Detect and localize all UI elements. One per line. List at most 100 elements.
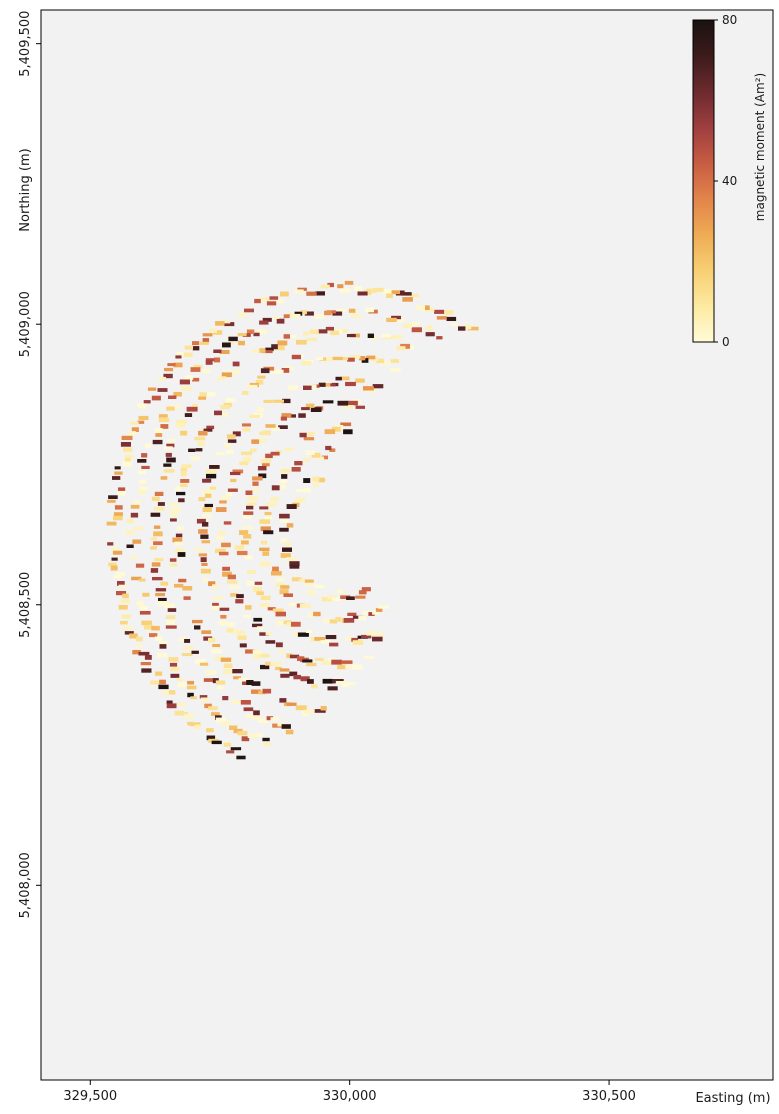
data-point (282, 547, 292, 552)
data-point (279, 513, 290, 519)
data-point (302, 458, 310, 462)
data-point (204, 703, 212, 709)
data-point (180, 468, 188, 472)
data-point (265, 453, 273, 459)
data-point (219, 551, 229, 556)
data-point (236, 550, 248, 556)
data-point (346, 334, 356, 338)
data-point (158, 417, 170, 423)
data-point (358, 590, 367, 595)
data-point (262, 737, 270, 742)
data-point (197, 441, 205, 447)
data-point (189, 722, 201, 727)
data-point (358, 356, 366, 361)
data-point (131, 427, 139, 432)
data-point (391, 315, 401, 320)
data-point (124, 631, 134, 635)
data-point (366, 288, 377, 293)
data-point (229, 725, 238, 730)
data-point (341, 660, 353, 664)
data-point (251, 681, 261, 686)
data-point (401, 292, 412, 296)
data-point (165, 625, 177, 629)
data-point (242, 427, 251, 432)
data-point (180, 386, 192, 391)
data-point (345, 381, 356, 387)
data-point (291, 621, 301, 627)
data-point (253, 332, 260, 337)
data-point (209, 486, 217, 490)
data-point (357, 291, 368, 296)
data-point (157, 653, 168, 658)
data-point (252, 587, 262, 592)
data-point (120, 599, 131, 604)
data-point (111, 557, 118, 561)
data-point (230, 593, 239, 597)
data-point (344, 682, 356, 686)
data-point (166, 457, 176, 463)
data-point (458, 326, 466, 331)
data-point (259, 348, 266, 353)
data-point (246, 680, 254, 685)
data-point (376, 358, 385, 364)
data-point (202, 333, 213, 337)
data-point (262, 463, 270, 467)
data-point (280, 553, 291, 558)
data-point (169, 558, 177, 562)
data-point (322, 660, 333, 665)
data-point (158, 597, 167, 603)
data-point (158, 414, 168, 418)
data-point (307, 612, 317, 618)
data-point (355, 378, 365, 383)
data-point (174, 710, 185, 716)
data-point (336, 328, 348, 333)
data-point (184, 639, 191, 643)
data-point (355, 405, 365, 409)
data-point (215, 717, 226, 723)
data-point (286, 702, 297, 706)
data-point (294, 461, 303, 466)
data-point (325, 635, 337, 640)
data-point (214, 357, 221, 363)
data-point (212, 584, 219, 590)
data-point (283, 314, 290, 319)
data-point (151, 395, 161, 401)
data-point (289, 561, 300, 567)
data-point (124, 457, 131, 463)
data-point (225, 449, 234, 454)
data-point (284, 447, 294, 451)
data-point (205, 493, 212, 498)
data-point (246, 505, 254, 510)
data-point (291, 577, 302, 582)
data-point (236, 755, 246, 760)
data-point (396, 346, 406, 351)
data-point (142, 592, 150, 597)
data-point (372, 384, 384, 389)
data-point (167, 363, 176, 367)
data-point (164, 446, 173, 450)
data-point (296, 339, 307, 345)
data-point (307, 679, 314, 684)
data-point (266, 502, 277, 507)
data-point (317, 329, 328, 334)
data-point (279, 668, 290, 672)
data-point (274, 345, 285, 351)
data-point (222, 696, 229, 701)
data-point (278, 649, 285, 653)
data-point (352, 664, 363, 670)
data-point (170, 518, 177, 522)
data-point (176, 419, 187, 425)
data-point (180, 430, 188, 436)
data-point (258, 298, 266, 302)
data-point (150, 512, 161, 517)
data-point (227, 622, 235, 627)
data-point (140, 662, 152, 666)
data-point (180, 471, 187, 477)
data-point (175, 486, 182, 491)
data-point (325, 445, 332, 451)
data-point (125, 529, 135, 535)
data-point (361, 587, 371, 592)
data-point (190, 456, 200, 462)
data-point (349, 355, 361, 359)
